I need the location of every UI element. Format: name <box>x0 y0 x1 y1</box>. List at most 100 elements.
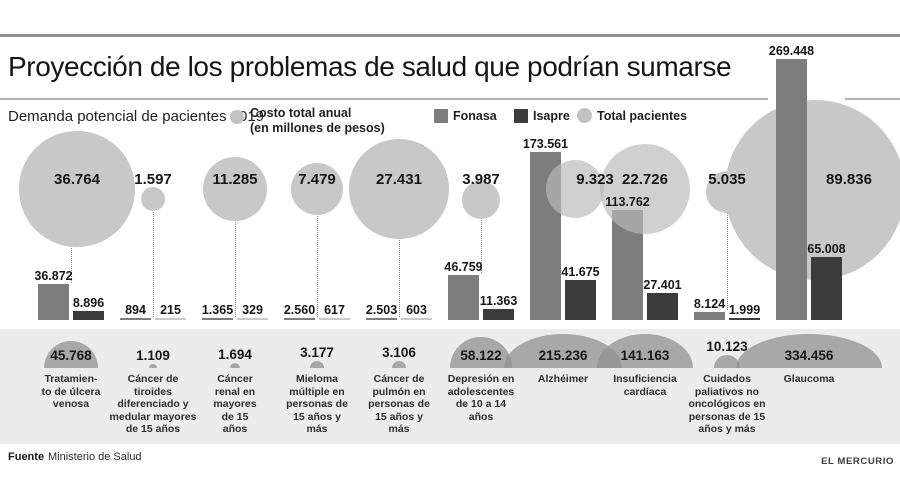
fonasa-bar <box>366 318 397 320</box>
legend-fonasa-label: Fonasa <box>453 109 497 123</box>
fonasa-value: 2.503 <box>365 303 398 317</box>
credit-text: EL MERCURIO <box>821 456 894 467</box>
legend-cost-label: Costo total anual (en millones de pesos) <box>250 106 385 136</box>
subtitle-rule-left <box>0 98 768 100</box>
isapre-value: 11.363 <box>479 294 518 308</box>
legend-isapre-label: Isapre <box>533 109 570 123</box>
isapre-value: 65.008 <box>807 242 846 256</box>
isapre-bar <box>319 318 350 320</box>
patients-dome <box>391 360 407 368</box>
dotted-connector <box>398 236 400 317</box>
category-label: Insuficiencia cardíaca <box>613 373 677 398</box>
category-label: Cuidados paliativos no oncológicos en pe… <box>688 373 766 435</box>
isapre-bar <box>811 257 842 320</box>
cost-circle <box>203 157 267 221</box>
cost-value: 1.597 <box>134 171 172 188</box>
fonasa-value: 894 <box>125 303 146 317</box>
patients-value: 334.456 <box>784 348 834 363</box>
dotted-connector <box>70 244 72 283</box>
fonasa-value: 269.448 <box>768 44 815 58</box>
isapre-value: 329 <box>242 303 263 317</box>
top-rule <box>0 34 900 37</box>
dotted-connector <box>316 212 318 317</box>
fonasa-value: 46.759 <box>444 260 483 274</box>
cost-value: 3.987 <box>462 171 500 188</box>
cost-circle <box>599 143 691 235</box>
isapre-value: 1.999 <box>728 303 761 317</box>
chart-subtitle: Demanda potencial de pacientes 2019 <box>8 108 265 125</box>
cost-circle <box>141 187 165 211</box>
category-label: Depresión en adolescentes de 10 a 14 año… <box>447 373 515 423</box>
cost-value: 5.035 <box>708 171 746 188</box>
fonasa-bar <box>202 318 233 320</box>
patients-dome <box>229 362 241 368</box>
source-label: Fuente <box>8 451 45 463</box>
cost-circle <box>546 160 604 218</box>
fonasa-value: 36.872 <box>34 269 73 283</box>
total-patients-circle-icon <box>577 108 592 123</box>
fonasa-swatch-icon <box>434 109 448 123</box>
legend-total-label: Total pacientes <box>597 109 688 123</box>
isapre-bar <box>237 318 268 320</box>
fonasa-value: 113.762 <box>605 195 650 209</box>
isapre-bar <box>401 318 432 320</box>
category-label: Glaucoma <box>783 373 835 385</box>
fonasa-value: 173.561 <box>522 137 569 151</box>
patients-value: 45.768 <box>50 348 92 363</box>
category-label: Cáncer renal en mayores de 15 años <box>213 373 257 435</box>
patients-value: 3.177 <box>300 344 334 360</box>
legend-cost-line2: (en millones de pesos) <box>250 121 385 135</box>
fonasa-bar <box>38 284 69 320</box>
fonasa-bar <box>284 318 315 320</box>
isapre-value: 215 <box>160 303 181 317</box>
patients-value: 1.109 <box>136 347 170 363</box>
fonasa-bar <box>776 59 807 320</box>
cost-value: 27.431 <box>376 171 422 188</box>
cost-value: 9.323 <box>576 171 614 188</box>
isapre-value: 8.896 <box>72 296 105 310</box>
cost-circle <box>349 139 449 239</box>
cost-value: 11.285 <box>212 171 258 188</box>
cost-value: 7.479 <box>298 171 336 188</box>
patients-dome <box>309 360 325 368</box>
page-title: Proyección de los problemas de salud que… <box>8 51 732 82</box>
fonasa-value: 2.560 <box>283 303 316 317</box>
patients-value: 141.163 <box>620 348 670 363</box>
isapre-bar <box>729 318 760 320</box>
isapre-value: 41.675 <box>561 265 600 279</box>
isapre-value: 603 <box>406 303 427 317</box>
fonasa-value: 1.365 <box>201 303 234 317</box>
isapre-bar <box>73 311 104 320</box>
isapre-value: 27.401 <box>643 278 682 292</box>
patients-value: 215.236 <box>538 348 588 363</box>
isapre-bar <box>155 318 186 320</box>
fonasa-value: 8.124 <box>693 297 726 311</box>
legend-cost-line1: Costo total anual <box>250 106 352 120</box>
fonasa-bar <box>694 312 725 320</box>
dotted-connector <box>234 218 236 317</box>
isapre-bar <box>565 280 596 320</box>
patients-dome <box>148 363 158 368</box>
isapre-value: 617 <box>324 303 345 317</box>
cost-circle <box>291 163 343 215</box>
cost-value: 36.764 <box>54 171 100 188</box>
isapre-swatch-icon <box>514 109 528 123</box>
cost-value: 89.836 <box>826 171 872 188</box>
fonasa-bar <box>120 318 151 320</box>
cost-circle <box>462 181 500 219</box>
isapre-bar <box>647 293 678 320</box>
category-label: Alzhéimer <box>537 373 589 385</box>
patients-value: 10.123 <box>706 339 748 355</box>
patients-value: 1.694 <box>218 346 252 362</box>
dotted-connector <box>480 216 482 273</box>
category-label: Cáncer de pulmón en personas de 15 años … <box>368 373 430 435</box>
dotted-connector <box>152 208 154 317</box>
isapre-bar <box>483 309 514 320</box>
patients-value: 58.122 <box>460 348 502 363</box>
cost-value: 22.726 <box>622 171 668 188</box>
source-text: Ministerio de Salud <box>48 451 142 463</box>
category-label: Tratamien- to de úlcera venosa <box>41 373 101 410</box>
cost-circle-icon <box>230 110 244 124</box>
